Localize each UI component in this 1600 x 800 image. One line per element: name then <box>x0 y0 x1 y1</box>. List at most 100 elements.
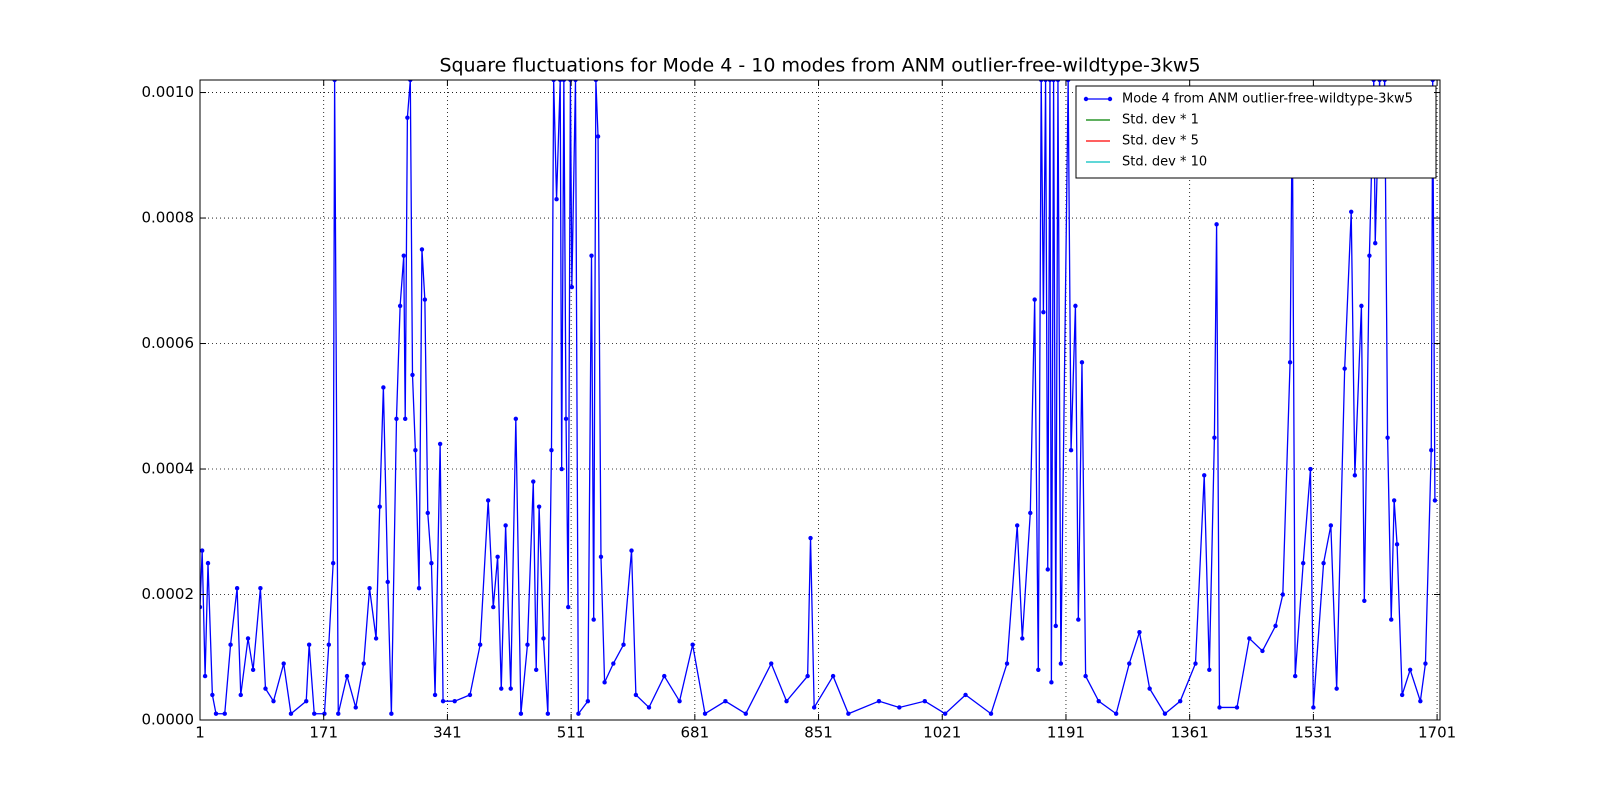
data-point <box>531 479 536 484</box>
data-point <box>1399 692 1405 698</box>
data-point <box>1373 240 1378 246</box>
data-point <box>397 303 403 309</box>
x-tick-label: 1 <box>195 724 205 742</box>
data-point <box>1079 360 1085 365</box>
data-point <box>593 80 599 83</box>
data-point <box>200 604 203 610</box>
data-point <box>1287 360 1293 365</box>
data-point <box>419 247 425 252</box>
data-point <box>743 711 748 716</box>
data-point <box>533 667 539 673</box>
data-point <box>1076 617 1081 622</box>
data-point <box>1382 80 1387 83</box>
data-point <box>1385 435 1390 440</box>
data-point <box>1247 636 1252 641</box>
data-point <box>723 698 728 704</box>
data-point <box>1432 498 1438 503</box>
x-tick-label: 341 <box>433 724 462 742</box>
data-point <box>1004 661 1010 666</box>
data-point <box>377 504 382 509</box>
data-point <box>808 535 813 541</box>
data-point <box>1430 80 1435 83</box>
data-point <box>1083 673 1088 679</box>
data-point <box>437 441 443 447</box>
legend-label: Std. dev * 10 <box>1122 155 1207 170</box>
data-point <box>1096 698 1101 704</box>
data-point <box>602 680 607 685</box>
data-point <box>452 698 457 704</box>
x-tick-label: 681 <box>681 724 710 742</box>
data-point <box>897 705 902 710</box>
data-point <box>1212 435 1217 440</box>
data-point <box>1394 542 1400 547</box>
data-point <box>1015 523 1020 528</box>
data-point <box>332 80 337 83</box>
data-point <box>561 80 567 83</box>
data-point <box>353 705 358 710</box>
data-point <box>1047 80 1053 83</box>
data-point <box>271 698 276 704</box>
data-point <box>495 554 500 560</box>
data-point <box>518 711 524 716</box>
data-point <box>499 686 504 691</box>
data-point <box>1349 209 1354 214</box>
chart-title: Square fluctuations for Mode 4 - 10 mode… <box>439 55 1200 77</box>
data-point <box>1039 80 1044 83</box>
data-point <box>1359 303 1364 309</box>
data-point <box>1311 705 1316 710</box>
data-point <box>245 636 251 641</box>
data-point <box>1127 661 1132 666</box>
data-point <box>1423 661 1428 666</box>
data-point <box>312 711 317 716</box>
data-point <box>566 604 571 610</box>
data-point <box>210 692 215 698</box>
data-point <box>1308 466 1313 472</box>
data-point <box>876 698 882 704</box>
data-point <box>621 642 626 647</box>
data-point <box>541 636 546 641</box>
data-point <box>1214 222 1219 227</box>
data-point <box>1300 560 1306 566</box>
data-point <box>1342 366 1347 371</box>
x-tick-label: 1021 <box>923 724 961 742</box>
data-point <box>589 253 594 258</box>
data-point <box>258 586 263 591</box>
data-point <box>1053 623 1058 629</box>
data-point <box>805 673 810 679</box>
x-tick-label: 511 <box>557 724 586 742</box>
data-point <box>662 673 667 679</box>
data-point <box>1113 711 1119 716</box>
data-point <box>1217 705 1222 710</box>
data-point <box>281 661 286 666</box>
data-point <box>1193 661 1198 666</box>
data-point <box>963 692 968 698</box>
data-point <box>1260 648 1265 654</box>
data-point <box>1362 598 1367 603</box>
data-point <box>988 711 994 716</box>
data-point <box>401 253 406 258</box>
data-point <box>1068 447 1074 453</box>
data-point <box>422 297 428 302</box>
data-point <box>381 385 386 390</box>
data-point <box>1321 560 1326 566</box>
data-point <box>525 642 530 647</box>
data-point <box>1367 253 1372 258</box>
data-point <box>1234 705 1240 710</box>
x-tick-label: 1361 <box>1171 724 1209 742</box>
data-point <box>485 498 491 503</box>
data-point <box>585 698 591 704</box>
data-point <box>1051 80 1056 83</box>
data-point <box>569 284 575 290</box>
data-point <box>491 604 496 610</box>
data-point <box>702 711 708 716</box>
data-point <box>830 673 836 679</box>
x-tick-label: 851 <box>804 724 833 742</box>
data-point <box>1045 567 1050 572</box>
data-point <box>288 711 294 716</box>
data-point <box>416 586 422 591</box>
data-point <box>503 523 508 528</box>
data-point <box>591 617 596 622</box>
y-tick-label: 0.0004 <box>142 460 195 478</box>
legend-marker <box>1107 96 1113 102</box>
data-point <box>330 560 336 566</box>
